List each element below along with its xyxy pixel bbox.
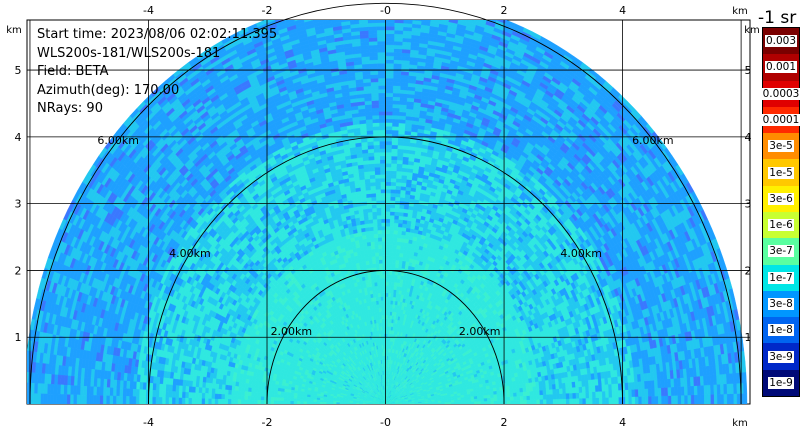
- colorbar-label: 0.003: [764, 35, 798, 48]
- azimuth-text: Azimuth(deg): 170.00: [37, 82, 180, 98]
- y-tick-label-left: 4: [15, 131, 22, 144]
- y-tick-label-left: 3: [15, 198, 22, 211]
- colorbar-cell: 3e-9: [763, 343, 799, 370]
- x-tick-label-top: -2: [262, 4, 273, 17]
- colorbar-cell: 0.0001: [761, 106, 800, 134]
- colorbar-cell: 1e-9: [763, 369, 799, 396]
- range-ring: [266, 270, 505, 405]
- colorbar-label: 3e-6: [768, 192, 794, 205]
- colorbar-label: 3e-8: [768, 297, 794, 310]
- colorbar-cell: 1e-8: [763, 317, 799, 344]
- x-tick-label-bottom: -2: [262, 416, 273, 429]
- x-tick-label-bottom: -4: [143, 416, 154, 429]
- range-ring: [148, 136, 624, 405]
- colorbar-cell: 1e-6: [763, 212, 799, 239]
- colorbar-label: 3e-5: [768, 140, 794, 153]
- range-ring-label: 4.00km: [169, 247, 211, 260]
- colorbar-title: -1 sr: [758, 8, 797, 28]
- range-ring: [29, 3, 742, 405]
- colorbar-label: 0.0003: [761, 87, 800, 100]
- colorbar-cell: 0.0003: [761, 80, 800, 107]
- info-panel: Start time: 2023/08/06 02:02:11.395 WLS2…: [37, 26, 277, 119]
- y-tick-label-right: 4: [745, 131, 752, 144]
- colorbar-cell: 0.001: [763, 54, 799, 81]
- y-tick-label-right: 3: [745, 198, 752, 211]
- colorbar-cell: 3e-7: [763, 238, 799, 265]
- colorbar-label: 3e-9: [768, 350, 794, 363]
- colorbar-cell: 3e-5: [763, 133, 799, 160]
- range-ring-label: 2.00km: [271, 325, 313, 338]
- colorbar-label: 1e-9: [768, 376, 794, 389]
- x-tick-label-bottom: 4: [619, 416, 626, 429]
- y-unit-label-right: km: [744, 25, 760, 36]
- start-time-text: Start time: 2023/08/06 02:02:11.395: [37, 27, 278, 42]
- x-unit-label-top: km: [732, 6, 748, 17]
- x-unit-label-bottom: km: [732, 418, 748, 429]
- y-tick-label-right: 5: [745, 64, 752, 77]
- colorbar-label: 0.0001: [761, 113, 800, 126]
- range-ring-label: 6.00km: [632, 134, 674, 147]
- y-tick-label-right: 1: [745, 331, 752, 344]
- colorbar-label: 1e-8: [768, 324, 794, 337]
- colorbar-label: 3e-7: [768, 245, 794, 258]
- x-tick-label-top: 4: [619, 4, 626, 17]
- y-tick-label-right: 2: [745, 264, 752, 277]
- range-ring-label: 2.00km: [459, 325, 501, 338]
- instrument-text: WLS200s-181/WLS200s-181: [37, 45, 221, 61]
- colorbar-label: 1e-5: [768, 166, 794, 179]
- field-text: Field: BETA: [37, 64, 109, 79]
- x-tick-label-top: -0: [380, 4, 391, 17]
- colorbar-label: 1e-6: [768, 219, 794, 232]
- x-tick-label-bottom: 2: [501, 416, 508, 429]
- x-tick-label-top: 2: [501, 4, 508, 17]
- range-ring-label: 6.00km: [97, 134, 139, 147]
- colorbar-cell: 3e-8: [763, 290, 799, 318]
- nrays-text: NRays: 90: [37, 101, 103, 116]
- colorbar-label: 1e-7: [768, 271, 794, 284]
- y-tick-label-left: 2: [15, 264, 22, 277]
- x-tick-label-bottom: -0: [380, 416, 391, 429]
- range-ring-label: 4.00km: [560, 247, 602, 260]
- colorbar-cell: 1e-7: [763, 264, 799, 291]
- x-tick-label-top: -4: [143, 4, 154, 17]
- colorbar-cell: 3e-6: [763, 185, 799, 212]
- colorbar-label: 0.001: [764, 61, 798, 74]
- colorbar-cell: 0.003: [763, 28, 799, 55]
- y-tick-label-left: 1: [15, 331, 22, 344]
- data-field: [27, 20, 748, 404]
- y-tick-label-left: 5: [15, 64, 22, 77]
- colorbar-cell: 1e-5: [763, 159, 799, 186]
- y-unit-label-left: km: [6, 25, 22, 36]
- colorbar: 0.003 0.001 0.0003 0.0001 3e-5 1e-5 3e-6 1e-6 3e…: [761, 27, 800, 397]
